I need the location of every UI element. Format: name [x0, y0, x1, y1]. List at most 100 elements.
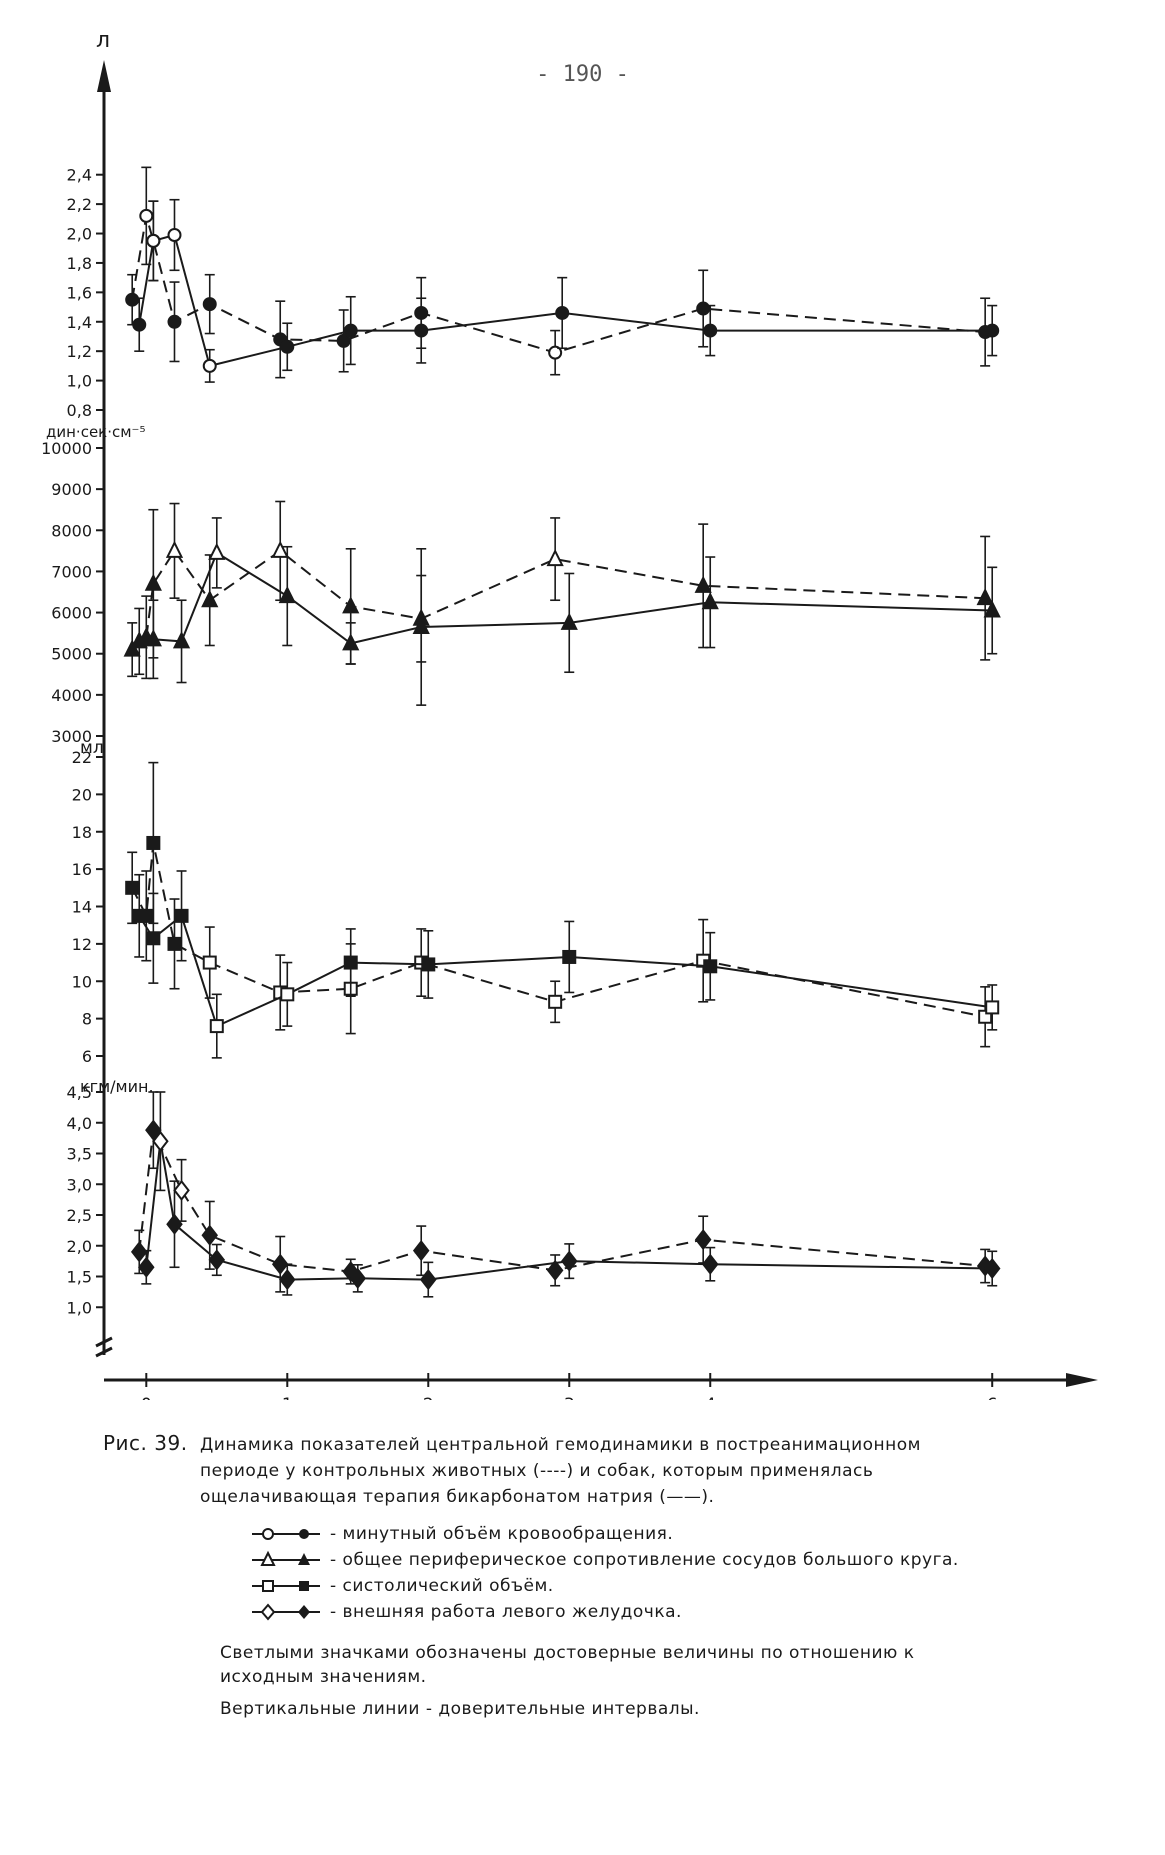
y-axis-arrow [97, 60, 111, 92]
data-point [166, 1213, 183, 1235]
data-point [985, 323, 1000, 338]
data-point [343, 323, 358, 338]
chart-panel-1: л 0,8 1,0 1,2 1,4 1,6 1,8 2,0 2,2 2,4 [67, 28, 1000, 420]
y-tick-label: 1,5 [67, 1268, 92, 1287]
data-layer: л 0,8 1,0 1,2 1,4 1,6 1,8 2,0 2,2 2,4 дин·сек·см⁻⁵… [41, 28, 1001, 1317]
data-point [983, 600, 1001, 618]
y-tick-label: 0,8 [67, 401, 92, 420]
series-control [123, 500, 994, 680]
data-point [560, 1250, 578, 1272]
data-point [696, 301, 711, 316]
series-line [138, 914, 993, 1028]
data-point [130, 631, 148, 649]
y-tick-label: 2,5 [67, 1206, 92, 1225]
data-point [208, 542, 226, 560]
legend-label-cardiac-output: - минутный объём кровообращения. [330, 1524, 674, 1544]
data-point [167, 228, 182, 242]
axes-layer: 0 1 2 3 4 6 час [95, 60, 1098, 1400]
data-point [560, 612, 578, 630]
series-control [125, 761, 993, 1048]
data-point [271, 1253, 289, 1275]
series-line [139, 551, 993, 645]
data-point [130, 1241, 148, 1263]
data-point [144, 629, 162, 647]
data-point [125, 292, 140, 307]
y-tick-label: 10 [72, 972, 92, 991]
data-point [208, 1249, 226, 1271]
y-tick-label: 4,0 [67, 1114, 92, 1133]
data-point [703, 323, 718, 338]
x-tick-label: 0 [141, 1395, 152, 1400]
axis-break-mark [95, 1346, 113, 1358]
y-tick-label: 6000 [51, 604, 92, 623]
data-point [546, 548, 564, 567]
data-point [548, 994, 563, 1009]
data-point [703, 959, 718, 974]
series-line [138, 233, 993, 368]
diamond-marker-icon [252, 1603, 320, 1621]
x-axis-unit-label: час [1010, 1396, 1039, 1400]
data-point [139, 208, 154, 223]
data-point [421, 957, 436, 972]
data-point [694, 1228, 712, 1251]
series-treated [132, 198, 1000, 383]
data-point [144, 573, 162, 591]
y-tick-label: 5000 [51, 645, 92, 664]
y-tick-label: 9000 [51, 480, 92, 499]
square-marker-icon [252, 1580, 320, 1592]
y-tick-label: 2,0 [67, 1237, 92, 1256]
series-line [145, 1141, 993, 1281]
data-point [201, 1224, 219, 1246]
note-line-3: Вертикальные линии - доверительные интер… [220, 1699, 700, 1719]
data-point [167, 936, 182, 951]
data-point [985, 1000, 1000, 1015]
series-line [131, 215, 986, 354]
data-point [146, 233, 161, 248]
y-tick-label: 1,8 [67, 254, 92, 273]
y-axis-unit-label: дин·сек·см⁻⁵ [46, 423, 146, 441]
series-treated [132, 870, 1000, 1059]
data-point [279, 1268, 296, 1291]
x-tick-label: 6 [987, 1395, 998, 1400]
y-tick-label: 1,0 [67, 372, 92, 391]
data-point [173, 1179, 190, 1202]
y-tick-label: 1,0 [67, 1298, 92, 1317]
y-tick-label: 10000 [41, 439, 92, 458]
note-line-1: Светлыми значками обозначены достоверные… [220, 1643, 915, 1663]
y-tick-label: 1,2 [67, 342, 92, 361]
y-tick-label: 8000 [51, 521, 92, 540]
x-tick-label: 4 [705, 1395, 716, 1400]
series-control [125, 166, 993, 379]
legend-label-lv-work: - внешняя работа левого желудочка. [330, 1602, 682, 1622]
series-treated [138, 1091, 1001, 1298]
data-point [336, 333, 351, 348]
data-point [280, 987, 295, 1002]
data-point [562, 949, 577, 964]
x-tick-label: 2 [423, 1395, 434, 1400]
data-point [152, 1130, 169, 1152]
caption-line-1: Динамика показателей центральной гемодин… [200, 1435, 922, 1455]
data-point [174, 908, 189, 923]
data-point [349, 1267, 367, 1289]
data-point [342, 633, 360, 651]
data-point [983, 1257, 1001, 1280]
data-point [420, 1268, 437, 1291]
note-line-2: исходным значениям. [220, 1667, 427, 1687]
data-point [271, 540, 289, 558]
figure-label: Рис. 39. [103, 1431, 188, 1455]
data-point [146, 931, 161, 946]
chart-panel-3: мл 6 8 10 12 14 16 18 20 22 [72, 738, 1000, 1066]
y-tick-label: 18 [72, 823, 92, 842]
data-point [167, 314, 182, 329]
y-tick-label: 2,4 [67, 166, 92, 185]
y-tick-label: 3,5 [67, 1145, 92, 1164]
series-control [130, 1091, 994, 1293]
y-axis-unit-label: л [96, 28, 110, 53]
x-axis-arrow [1066, 1373, 1098, 1387]
circle-marker-icon [252, 1528, 320, 1540]
data-point [202, 297, 217, 312]
data-point [278, 585, 296, 604]
y-tick-label: 16 [72, 860, 92, 879]
triangle-marker-icon [252, 1550, 320, 1566]
chart-panel-2: дин·сек·см⁻⁵ 3000 4000 5000 6000 7000 8000 9000… [41, 423, 1001, 746]
